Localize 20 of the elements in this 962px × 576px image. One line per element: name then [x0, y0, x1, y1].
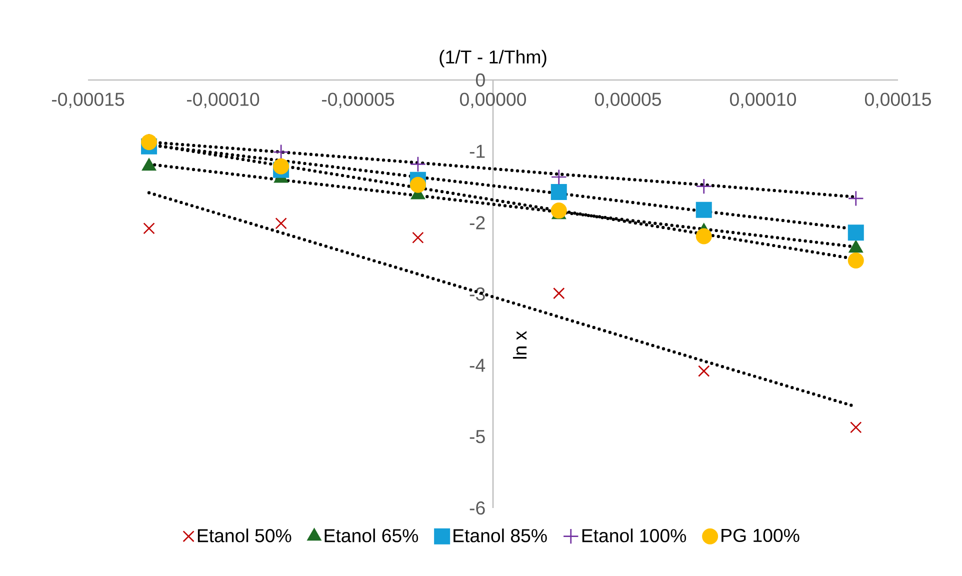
x-tick-label: -0,00005 — [322, 92, 394, 108]
legend-label: Etanol 85% — [454, 528, 547, 542]
y-tick-label: -5 — [470, 430, 485, 444]
x-tick-label: 0,00010 — [730, 92, 796, 108]
y-tick-label: -4 — [470, 358, 486, 372]
x-tick-label: 0,00005 — [595, 92, 661, 108]
y-tick-label: 0 — [476, 73, 485, 87]
x-tick-label: -0,00010 — [187, 92, 260, 108]
legend-label: Etanol 65% — [324, 528, 418, 542]
x-tick-label: 0,00015 — [865, 92, 931, 108]
x-tick-label: 0,00000 — [460, 92, 526, 108]
y-tick-label: -6 — [470, 501, 485, 515]
x-axis-title: (1/T - 1/Thm) — [440, 50, 546, 68]
x-tick-label: -0,00015 — [52, 92, 124, 108]
y-tick-label: -1 — [470, 144, 485, 158]
legend-label: PG 100% — [722, 528, 800, 542]
legend-label: Etanol 100% — [582, 528, 686, 542]
legend-label: Etanol 50% — [198, 528, 292, 542]
y-axis-title: ln x — [512, 331, 527, 359]
y-tick-label: -2 — [470, 216, 485, 230]
